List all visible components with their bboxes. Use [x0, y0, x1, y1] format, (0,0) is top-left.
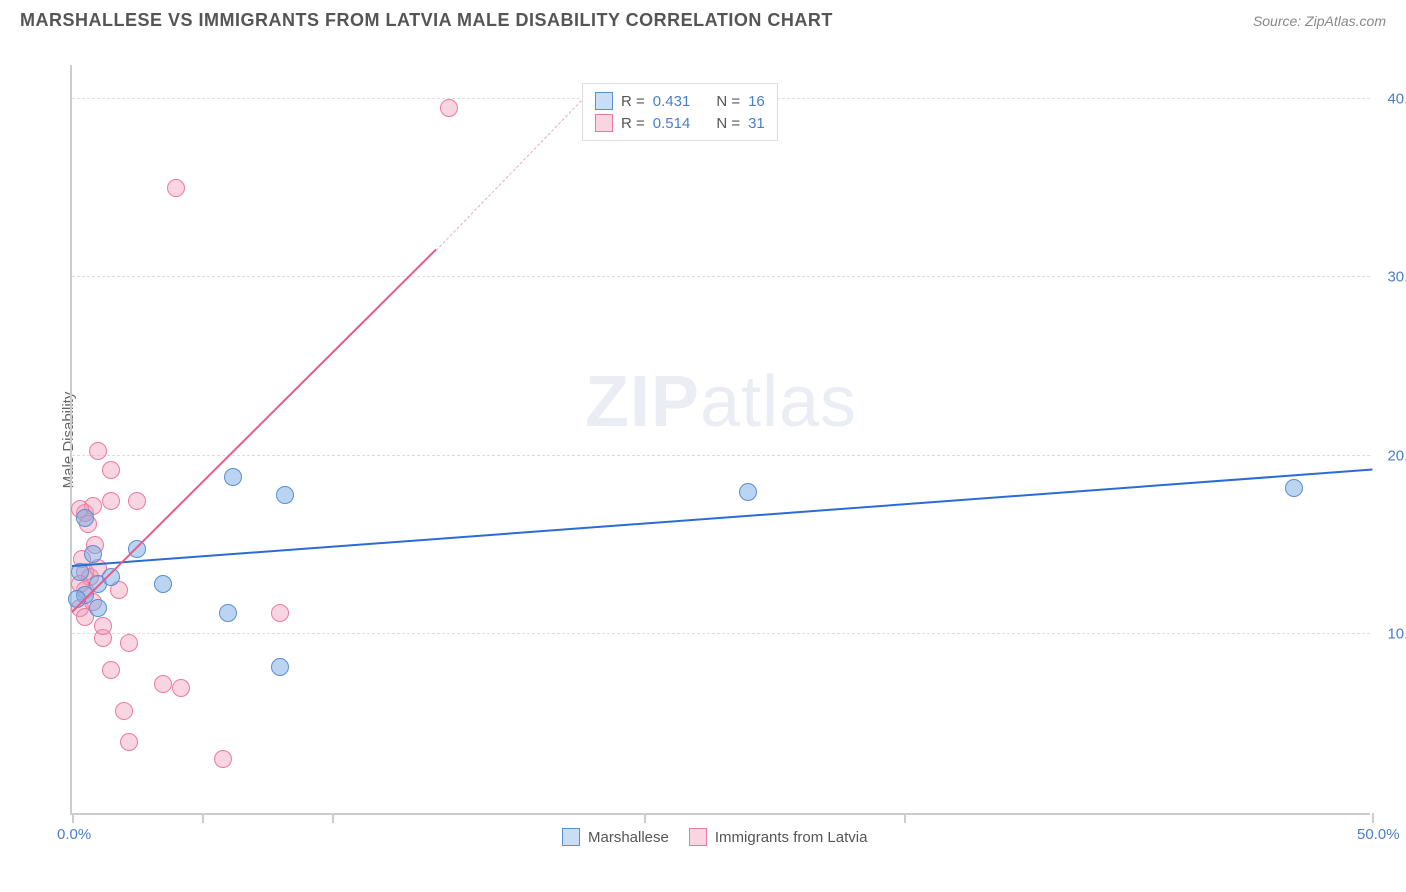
legend-n-value: 16: [748, 93, 765, 110]
y-tick-label: 20.0%: [1387, 447, 1406, 464]
legend-swatch: [595, 92, 613, 110]
x-tick: [644, 813, 646, 823]
data-point-blue: [84, 545, 102, 563]
x-tick: [1372, 813, 1374, 823]
y-tick-label: 40.0%: [1387, 90, 1406, 107]
data-point-pink: [94, 617, 112, 635]
x-tick-label: 50.0%: [1357, 826, 1400, 843]
data-point-blue: [739, 483, 757, 501]
data-point-pink: [120, 733, 138, 751]
trend-line: [72, 468, 1372, 566]
legend-n-label: N =: [716, 115, 740, 132]
y-tick-label: 10.0%: [1387, 626, 1406, 643]
x-tick: [72, 813, 74, 823]
x-tick: [904, 813, 906, 823]
data-point-pink: [102, 461, 120, 479]
legend-label: Marshallese: [588, 829, 669, 846]
gridline: [72, 455, 1370, 456]
data-point-blue: [89, 599, 107, 617]
x-tick: [332, 813, 334, 823]
legend-r-label: R =: [621, 93, 645, 110]
data-point-blue: [224, 468, 242, 486]
data-point-pink: [167, 179, 185, 197]
legend-swatch: [562, 828, 580, 846]
legend-r-label: R =: [621, 115, 645, 132]
gridline: [72, 633, 1370, 634]
plot-area: ZIPatlas R =0.431N =16R =0.514N =31 Mars…: [70, 65, 1370, 815]
data-point-pink: [128, 492, 146, 510]
data-point-pink: [271, 604, 289, 622]
x-tick: [202, 813, 204, 823]
data-point-pink: [102, 492, 120, 510]
header: MARSHALLESE VS IMMIGRANTS FROM LATVIA MA…: [0, 0, 1406, 36]
data-point-blue: [276, 486, 294, 504]
trend-line: [436, 89, 593, 250]
data-point-blue: [76, 509, 94, 527]
x-tick-label: 0.0%: [57, 826, 91, 843]
legend-n-label: N =: [716, 93, 740, 110]
correlation-legend: R = 0.431 N = 16 R = 0.514 N = 31: [582, 83, 778, 141]
legend-label: Immigrants from Latvia: [715, 829, 868, 846]
trend-line: [71, 249, 436, 613]
data-point-blue: [219, 604, 237, 622]
legend-r-value: 0.431: [653, 93, 691, 110]
legend-row: R = 0.514 N = 31: [595, 112, 765, 134]
chart-title: MARSHALLESE VS IMMIGRANTS FROM LATVIA MA…: [20, 10, 833, 31]
y-tick-label: 30.0%: [1387, 269, 1406, 286]
data-point-pink: [154, 675, 172, 693]
legend-n-value: 31: [748, 115, 765, 132]
legend-swatch: [595, 114, 613, 132]
series-legend: Marshallese Immigrants from Latvia: [562, 828, 867, 846]
data-point-pink: [440, 99, 458, 117]
data-point-pink: [214, 750, 232, 768]
legend-item: Marshallese: [562, 828, 669, 846]
data-point-blue: [271, 658, 289, 676]
data-point-pink: [172, 679, 190, 697]
data-point-pink: [89, 442, 107, 460]
watermark: ZIPatlas: [585, 361, 857, 443]
gridline: [72, 276, 1370, 277]
data-point-blue: [154, 575, 172, 593]
legend-r-value: 0.514: [653, 115, 691, 132]
data-point-blue: [1285, 479, 1303, 497]
source-label: Source: ZipAtlas.com: [1253, 13, 1386, 29]
data-point-pink: [120, 634, 138, 652]
data-point-pink: [102, 661, 120, 679]
legend-swatch: [689, 828, 707, 846]
data-point-pink: [115, 702, 133, 720]
legend-row: R = 0.431 N = 16: [595, 90, 765, 112]
chart-container: Male Disability ZIPatlas R =0.431N =16R …: [50, 45, 1390, 835]
legend-item: Immigrants from Latvia: [689, 828, 868, 846]
